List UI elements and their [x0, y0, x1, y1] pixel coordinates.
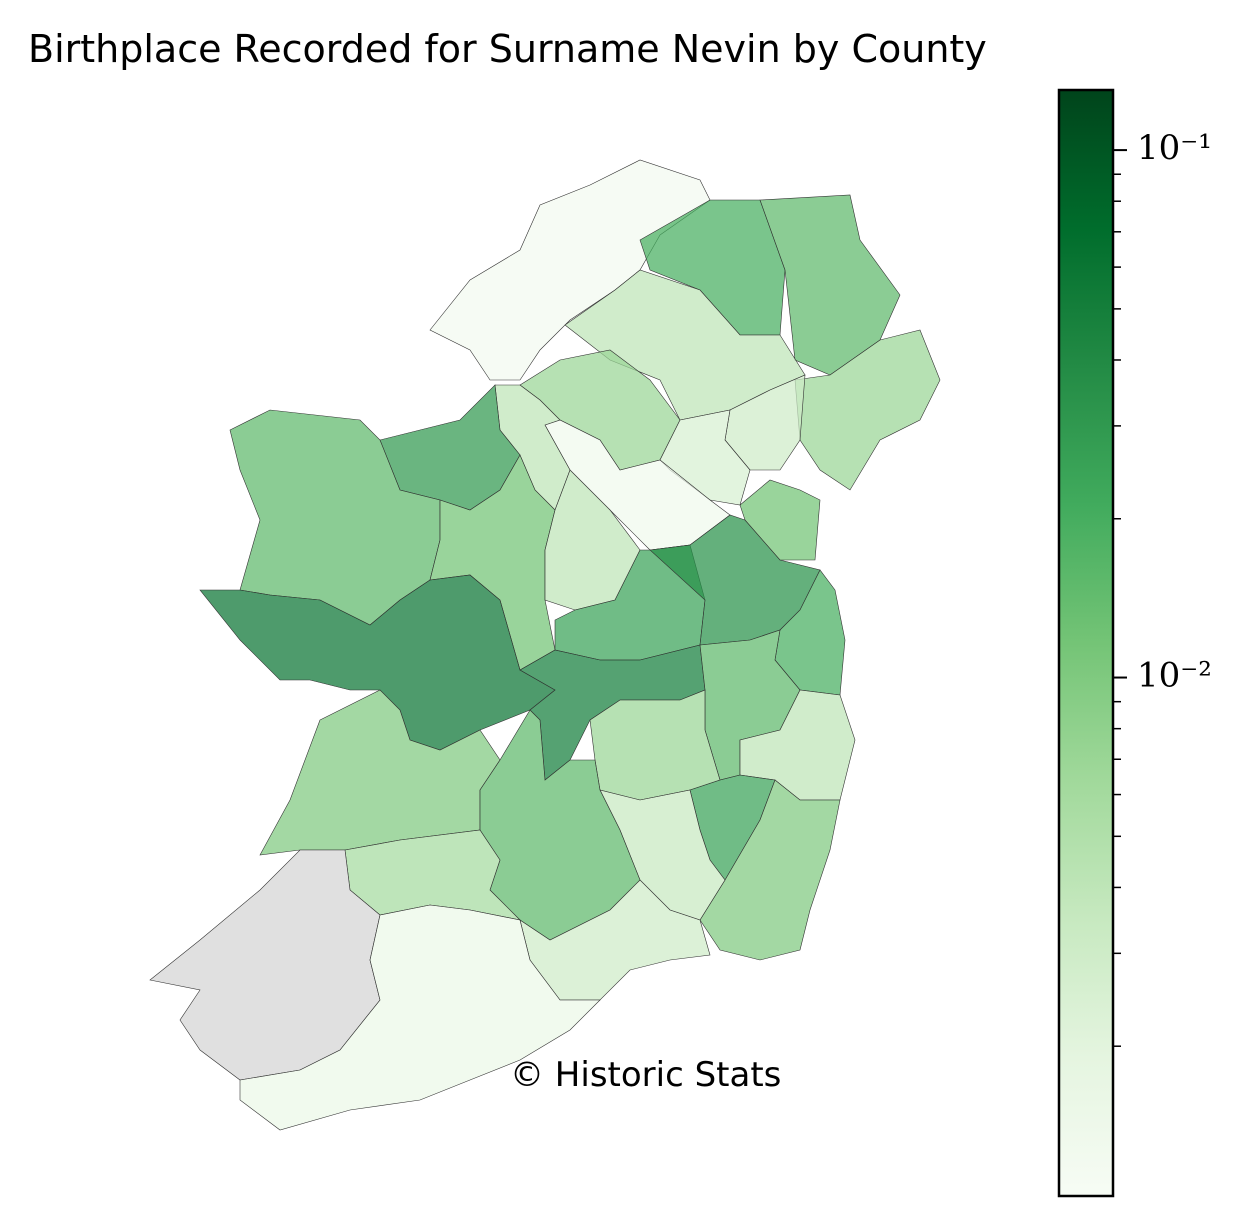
colorbar — [1057, 88, 1115, 1198]
county — [739, 479, 821, 561]
colorbar-tick-label: 10⁻¹ — [1137, 128, 1212, 168]
chart-title: Birthplace Recorded for Surname Nevin by… — [28, 27, 987, 71]
county — [794, 329, 941, 491]
watermark: © Historic Stats — [510, 1055, 781, 1095]
colorbar-tick-label: 10⁻² — [1137, 656, 1212, 696]
county — [239, 904, 601, 1131]
